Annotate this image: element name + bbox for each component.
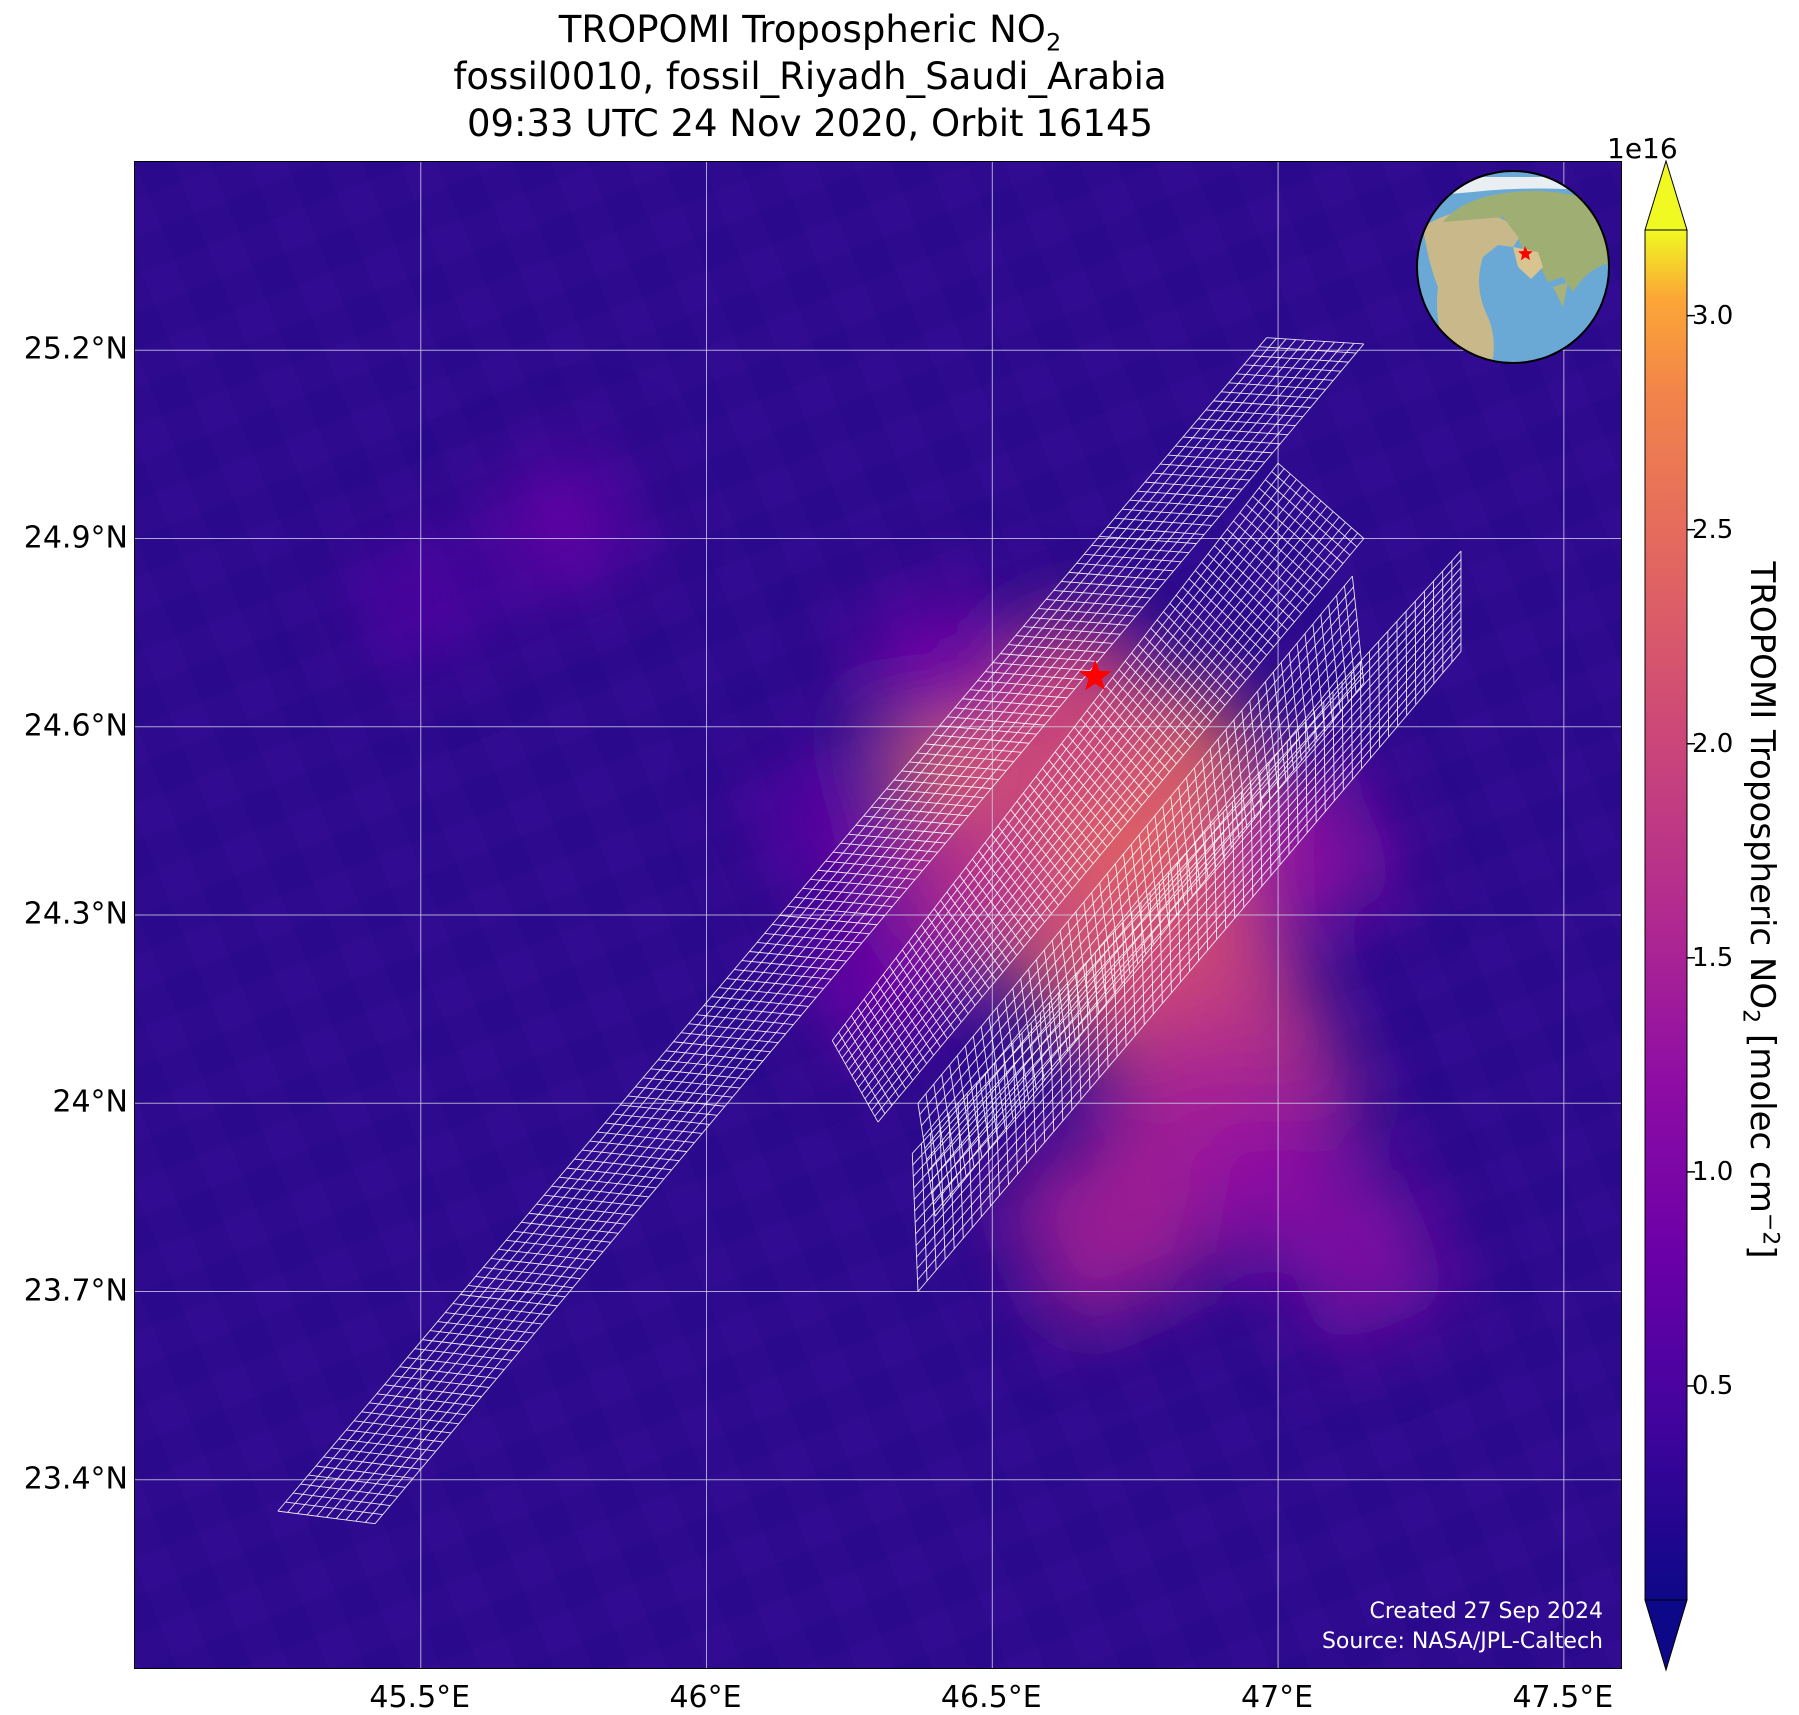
lat-tick-label: 25.2°N xyxy=(23,331,128,367)
lon-tick-label: 45.5°E xyxy=(369,1680,471,1715)
colorbar-tick-label: 3.0 xyxy=(1692,300,1734,331)
colorbar-tick-label: 2.5 xyxy=(1692,514,1734,545)
globe-target-marker xyxy=(1518,246,1533,261)
no2-hotspot xyxy=(997,1119,1216,1338)
map-title-line-1: TROPOMI Tropospheric NO2 xyxy=(558,8,1062,57)
no2-hotspot xyxy=(480,443,647,609)
lat-tick-label: 23.7°N xyxy=(23,1273,128,1308)
target-star-icon[interactable] xyxy=(1079,659,1112,691)
colorbar xyxy=(1644,160,1695,1672)
colorbar-tick-label: 1.0 xyxy=(1692,1156,1734,1187)
swath-3 xyxy=(917,575,1365,1217)
no2-hotspot xyxy=(741,741,901,901)
lon-tick-label: 46.5°E xyxy=(940,1680,1042,1715)
swath-4 xyxy=(911,550,1462,1292)
no2-hotspot xyxy=(1269,1166,1458,1355)
swath-2 xyxy=(831,462,1365,1123)
colorbar-tick-label: 1.5 xyxy=(1692,942,1734,973)
globe-icon xyxy=(1416,170,1610,364)
colorbar-tick-label: 0.5 xyxy=(1692,1370,1734,1401)
no2-hotspot xyxy=(848,577,1022,751)
map-title-line-2: fossil0010, fossil_Riyadh_Saudi_Arabia xyxy=(453,55,1167,98)
map-panel[interactable]: Created 27 Sep 2024 Source: NASA/JPL-Cal… xyxy=(134,161,1622,1669)
lat-tick-label: 24°N xyxy=(52,1084,128,1120)
lat-tick-label: 24.6°N xyxy=(23,708,128,744)
colorbar-tick-label: 2.0 xyxy=(1692,728,1734,759)
lat-tick-label: 24.3°N xyxy=(23,896,128,932)
created-date-credit: Created 27 Sep 2024 xyxy=(1369,1599,1604,1624)
colorbar-exponent: 1e16 xyxy=(1607,132,1678,165)
lat-tick-label: 23.4°N xyxy=(23,1461,128,1497)
no2-map[interactable] xyxy=(135,162,1621,1668)
lon-tick-label: 47°E xyxy=(1240,1680,1314,1715)
lon-tick-label: 46°E xyxy=(669,1680,742,1715)
swath-1 xyxy=(277,337,1365,1525)
source-credit: Source: NASA/JPL-Caltech xyxy=(1321,1629,1603,1654)
map-gridlines xyxy=(135,162,1621,1668)
pixel-footprint-swaths xyxy=(277,337,1462,1525)
lat-tick-label: 24.9°N xyxy=(23,520,128,555)
target-star-shape xyxy=(1079,659,1112,691)
lon-tick-label: 47.5°E xyxy=(1512,1680,1614,1715)
map-title-line-3: 09:33 UTC 24 Nov 2020, Orbit 16145 xyxy=(466,102,1154,145)
colorbar-label: TROPOMI Tropospheric NO2 [molec cm−2] xyxy=(1737,561,1783,1259)
no2-hotspot xyxy=(791,891,965,1065)
